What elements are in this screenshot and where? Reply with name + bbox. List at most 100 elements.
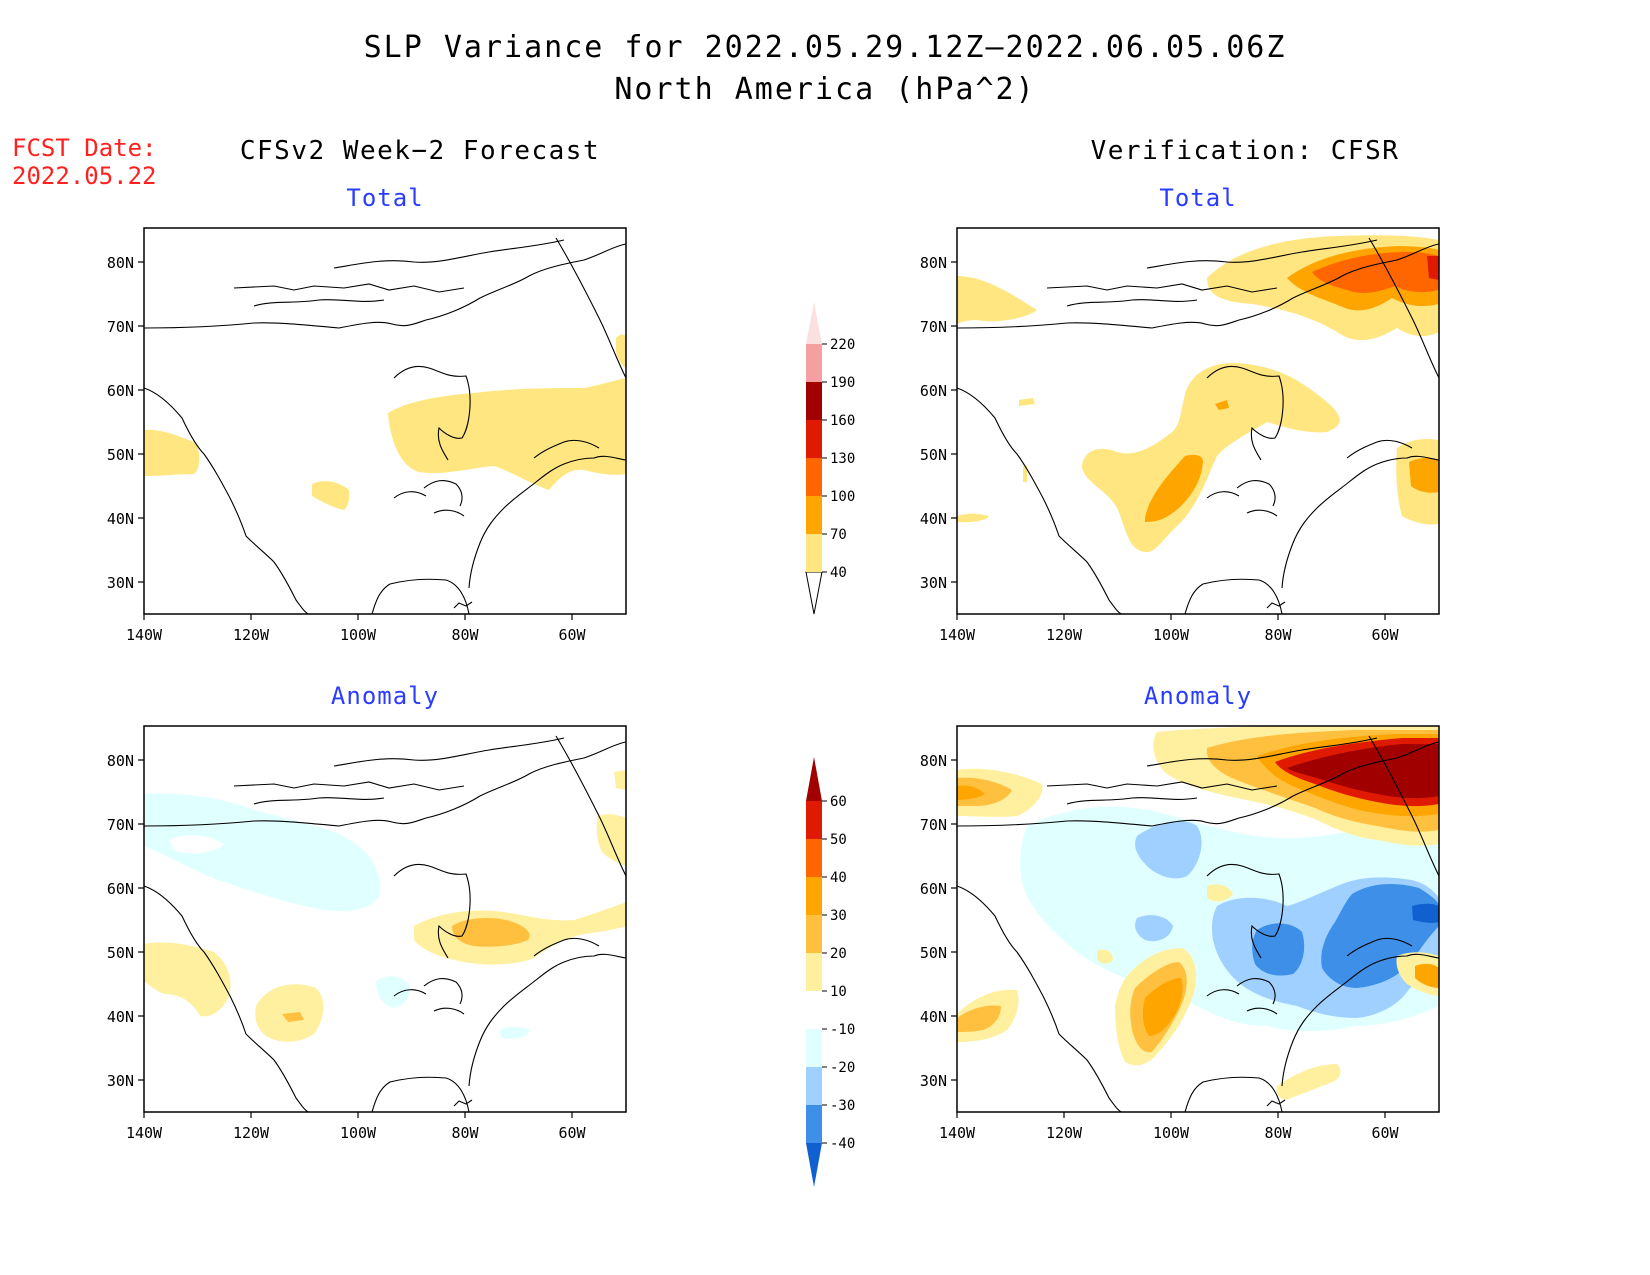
panel-title-verification-total: Total [1159,184,1237,212]
colorbar-label: 40 [830,565,847,581]
shade-pale-blue [376,976,410,1008]
main-subtitle: North America (hPa^2) [614,72,1036,107]
lon-label: 100W [1153,626,1190,644]
fcst-date-label: FCST Date: [12,134,157,162]
lat-label: 40N [107,1008,134,1026]
colorbar-swatch [806,1105,822,1143]
colorbar-swatch [806,534,822,572]
lat-label: 80N [107,752,134,770]
colorbar-swatch [806,877,822,915]
colorbar-label: -30 [830,1098,855,1114]
lon-label: 60W [558,626,586,644]
lat-label: 30N [107,1072,134,1090]
lon-label: 60W [1371,626,1399,644]
lon-label: 140W [939,626,976,644]
colorbar-label: 20 [830,946,847,962]
axes-layer: 80N 70N 60N 50N 40N 30N 140W 120W 100W 80W 60W 80N 7… [107,254,1400,1142]
lat-label: 80N [920,752,947,770]
lat-label: 50N [107,446,134,464]
lon-label: 80W [1264,626,1292,644]
shade-light-yellow [596,814,626,866]
lat-label: 40N [920,1008,947,1026]
map-frame [143,725,627,1113]
colorbar-swatch [806,801,822,839]
shade-orange [1409,458,1439,493]
lon-label: 60W [1371,1124,1399,1142]
colorbar-swatch [806,953,822,991]
shade-light-yellow [1276,1064,1341,1100]
shade-dark-orange [1312,252,1439,293]
lat-label: 60N [920,880,947,898]
lat-label: 40N [107,510,134,528]
colorbar-swatch [806,382,822,420]
colorbar-label: 50 [830,832,847,848]
colorbar-label: 220 [830,337,855,353]
shade-yellow [1082,363,1340,553]
panel-title-verification-anomaly: Anomaly [1143,682,1253,710]
panel-forecast-total [143,227,627,615]
lon-label: 140W [126,626,163,644]
shade-light-orange [282,1012,304,1022]
shade-yellow [616,334,626,368]
lat-label: 50N [920,944,947,962]
colorbar-swatch [806,1067,822,1105]
shade-pale-blue [144,793,380,912]
shade-light-orange [452,918,530,947]
shading-verification-total [957,235,1439,553]
colorbar-total: 40 70 100 130 160 190 220 [805,302,855,615]
lat-label: 30N [920,574,947,592]
lat-label: 60N [107,382,134,400]
fcst-date-value: 2022.05.22 [12,162,157,190]
colorbar-swatch [806,839,822,877]
fcst-date-block: FCST Date: 2022.05.22 [12,134,157,190]
shade-yellow [312,481,350,510]
colorbar-lower-arrow [806,1143,822,1187]
lon-label: 120W [1046,626,1083,644]
shade-orange [1145,454,1203,522]
lon-label: 120W [1046,1124,1083,1142]
map-frame [956,725,1440,1113]
panel-verification-total [956,227,1440,615]
colorbar-label: 40 [830,870,847,886]
lon-label: 120W [233,626,270,644]
colorbar-label: -20 [830,1060,855,1076]
shade-yellow [388,378,626,490]
shade-light-blue [1135,821,1202,879]
lon-label: 140W [939,1124,976,1142]
lat-label: 40N [920,510,947,528]
colorbar-swatch [806,420,822,458]
colorbar-swatch [806,1029,822,1067]
shade-light-yellow [614,770,626,790]
lon-label: 120W [233,1124,270,1142]
lat-label: 60N [920,382,947,400]
lon-label: 100W [340,626,377,644]
shade-light-yellow [1097,949,1113,964]
shade-light-yellow [1207,884,1233,902]
lon-label: 100W [1153,1124,1190,1142]
colorbar-label: 60 [830,794,847,810]
column-title-verification: Verification: CFSR [1090,136,1400,166]
shade-dark-red [1287,744,1439,799]
shading-forecast-anomaly [144,770,626,1042]
colorbar-swatch [806,344,822,382]
shade-orange [1142,978,1183,1036]
shade-yellow [957,276,1037,324]
shade-red [1427,256,1439,280]
lon-label: 100W [340,1124,377,1142]
colorbar-label: -10 [830,1022,855,1038]
lon-label: 80W [451,1124,479,1142]
lat-label: 60N [107,880,134,898]
lat-label: 30N [920,1072,947,1090]
colorbar-label: 70 [830,527,847,543]
colorbar-anomaly: 60 50 40 30 20 10 -10 -20 -30 -40 [806,757,855,1187]
shade-yellow [1019,398,1035,406]
lat-label: 80N [107,254,134,272]
lat-label: 70N [107,816,134,834]
shade-light-yellow [144,942,231,1017]
lon-label: 80W [451,626,479,644]
panel-title-forecast-anomaly: Anomaly [330,682,440,710]
colorbar-label: 10 [830,984,847,1000]
lon-label: 80W [1264,1124,1292,1142]
panel-verification-anomaly [956,725,1440,1113]
